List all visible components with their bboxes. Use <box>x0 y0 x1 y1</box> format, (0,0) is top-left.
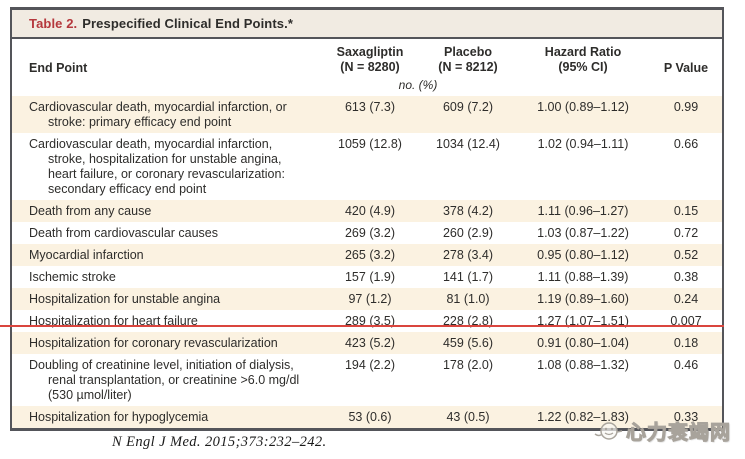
endpoints-data-table: End Point Saxagliptin (N = 8280) Placebo… <box>12 39 722 428</box>
col-header-hazard-ratio: Hazard Ratio (95% CI) <box>516 39 650 77</box>
placebo-cell: 178 (2.0) <box>442 357 494 372</box>
journal-citation: N Engl J Med. 2015;373:232–242. <box>112 434 327 450</box>
p-value-cell: 0.33 <box>673 409 699 424</box>
endpoint-cell: Hospitalization for coronary revasculari… <box>29 335 278 350</box>
table-title-text: Prespecified Clinical End Points.* <box>82 16 293 31</box>
saxagliptin-cell: 613 (7.3) <box>344 99 396 114</box>
endpoint-cell: Doubling of creatinine level, initiation… <box>29 357 300 402</box>
p-value-cell: 0.38 <box>673 269 699 284</box>
hazard-ratio-cell: 1.11 (0.96–1.27) <box>537 203 629 218</box>
unit-note: no. (%) <box>398 78 438 92</box>
table-row: Hospitalization for unstable angina 97 (… <box>12 288 722 310</box>
watermark: 心力衰竭网 <box>594 416 731 445</box>
p-value-cell: 0.15 <box>673 203 699 218</box>
unit-spacer <box>516 77 650 96</box>
p-value-cell: 0.46 <box>673 357 699 372</box>
hazard-ratio-cell: 1.08 (0.88–1.32) <box>537 357 629 372</box>
col-header-placebo: Placebo (N = 8212) <box>420 39 516 77</box>
p-value-cell: 0.007 <box>670 313 702 328</box>
hazard-ratio-cell: 1.00 (0.89–1.12) <box>537 99 629 114</box>
clinical-endpoints-table: Table 2. Prespecified Clinical End Points… <box>10 7 724 431</box>
p-value-cell: 0.99 <box>673 99 699 114</box>
hazard-ratio-cell: 1.03 (0.87–1.22) <box>537 225 629 240</box>
p-value-cell: 0.66 <box>673 136 699 151</box>
table-header: End Point Saxagliptin (N = 8280) Placebo… <box>12 39 722 96</box>
endpoint-cell: Cardiovascular death, myocardial infarct… <box>29 136 285 196</box>
table-body: Cardiovascular death, myocardial infarct… <box>12 96 722 428</box>
saxagliptin-cell: 97 (1.2) <box>348 291 392 306</box>
saxagliptin-cell: 269 (3.2) <box>344 225 396 240</box>
watermark-text: 心力衰竭网 <box>626 422 731 445</box>
saxagliptin-cell: 265 (3.2) <box>344 247 396 262</box>
placebo-cell: 1034 (12.4) <box>436 136 500 151</box>
saxagliptin-cell: 289 (3.5) <box>344 313 396 328</box>
header-row: End Point Saxagliptin (N = 8280) Placebo… <box>12 39 722 77</box>
table-row-heart-failure: Hospitalization for heart failure 289 (3… <box>12 310 722 332</box>
placebo-cell: 43 (0.5) <box>446 409 490 424</box>
col-header-endpoint: End Point <box>29 61 88 75</box>
hazard-ratio-cell: 1.02 (0.94–1.11) <box>537 136 629 151</box>
table-row: Death from cardiovascular causes 269 (3.… <box>12 222 722 244</box>
table-row: Ischemic stroke 157 (1.9) 141 (1.7) 1.11… <box>12 266 722 288</box>
saxagliptin-cell: 1059 (12.8) <box>338 136 402 151</box>
p-value-cell: 0.72 <box>673 225 699 240</box>
placebo-cell: 81 (1.0) <box>446 291 490 306</box>
col-header-line: Placebo <box>444 45 492 59</box>
saxagliptin-cell: 53 (0.6) <box>348 409 392 424</box>
placebo-cell: 378 (4.2) <box>442 203 494 218</box>
col-header-line: Hazard Ratio <box>544 45 622 59</box>
saxagliptin-cell: 194 (2.2) <box>344 357 396 372</box>
hazard-ratio-cell: 0.95 (0.80–1.12) <box>537 247 629 262</box>
unit-spacer <box>12 77 320 96</box>
watermark-logo-icon <box>594 420 624 442</box>
endpoint-cell: Ischemic stroke <box>29 269 116 284</box>
placebo-cell: 459 (5.6) <box>442 335 494 350</box>
endpoint-cell: Death from cardiovascular causes <box>29 225 218 240</box>
p-value-cell: 0.24 <box>673 291 699 306</box>
col-header-line: (95% CI) <box>558 60 608 74</box>
p-value-cell: 0.52 <box>673 247 699 262</box>
placebo-cell: 609 (7.2) <box>442 99 494 114</box>
table-row: Hospitalization for hypoglycemia 53 (0.6… <box>12 406 722 428</box>
hazard-ratio-cell: 1.27 (1.07–1.51) <box>537 313 629 328</box>
table-row: Cardiovascular death, myocardial infarct… <box>12 133 722 200</box>
endpoint-cell: Myocardial infarction <box>29 247 144 262</box>
placebo-cell: 141 (1.7) <box>442 269 494 284</box>
hazard-ratio-cell: 0.91 (0.80–1.04) <box>537 335 629 350</box>
endpoint-cell: Hospitalization for hypoglycemia <box>29 409 209 424</box>
table-row: Doubling of creatinine level, initiation… <box>12 354 722 406</box>
unit-spacer <box>650 77 722 96</box>
table-row: Hospitalization for coronary revasculari… <box>12 332 722 354</box>
placebo-cell: 278 (3.4) <box>442 247 494 262</box>
unit-row: no. (%) <box>12 77 722 96</box>
p-value-cell: 0.18 <box>673 335 699 350</box>
saxagliptin-cell: 423 (5.2) <box>344 335 396 350</box>
col-header-saxagliptin: Saxagliptin (N = 8280) <box>320 39 420 77</box>
endpoint-cell: Death from any cause <box>29 203 152 218</box>
placebo-cell: 260 (2.9) <box>442 225 494 240</box>
saxagliptin-cell: 157 (1.9) <box>344 269 396 284</box>
red-underline-annotation <box>0 325 724 327</box>
endpoint-cell: Cardiovascular death, myocardial infarct… <box>29 99 287 129</box>
table-title-bar: Table 2. Prespecified Clinical End Points… <box>12 10 722 39</box>
hazard-ratio-cell: 1.11 (0.88–1.39) <box>537 269 629 284</box>
col-header-p-value: P Value <box>663 61 709 75</box>
endpoint-cell: Hospitalization for unstable angina <box>29 291 221 306</box>
col-header-line: Saxagliptin <box>336 45 404 59</box>
saxagliptin-cell: 420 (4.9) <box>344 203 396 218</box>
table-row: Death from any cause 420 (4.9) 378 (4.2)… <box>12 200 722 222</box>
col-header-line: (N = 8212) <box>438 60 498 74</box>
placebo-cell: 228 (2.8) <box>442 313 494 328</box>
hazard-ratio-cell: 1.22 (0.82–1.83) <box>537 409 629 424</box>
hazard-ratio-cell: 1.19 (0.89–1.60) <box>537 291 629 306</box>
table-row: Cardiovascular death, myocardial infarct… <box>12 96 722 133</box>
table-row: Myocardial infarction 265 (3.2) 278 (3.4… <box>12 244 722 266</box>
endpoint-cell: Hospitalization for heart failure <box>29 313 198 328</box>
col-header-line: (N = 8280) <box>340 60 400 74</box>
table-number-label: Table 2. <box>29 16 78 31</box>
